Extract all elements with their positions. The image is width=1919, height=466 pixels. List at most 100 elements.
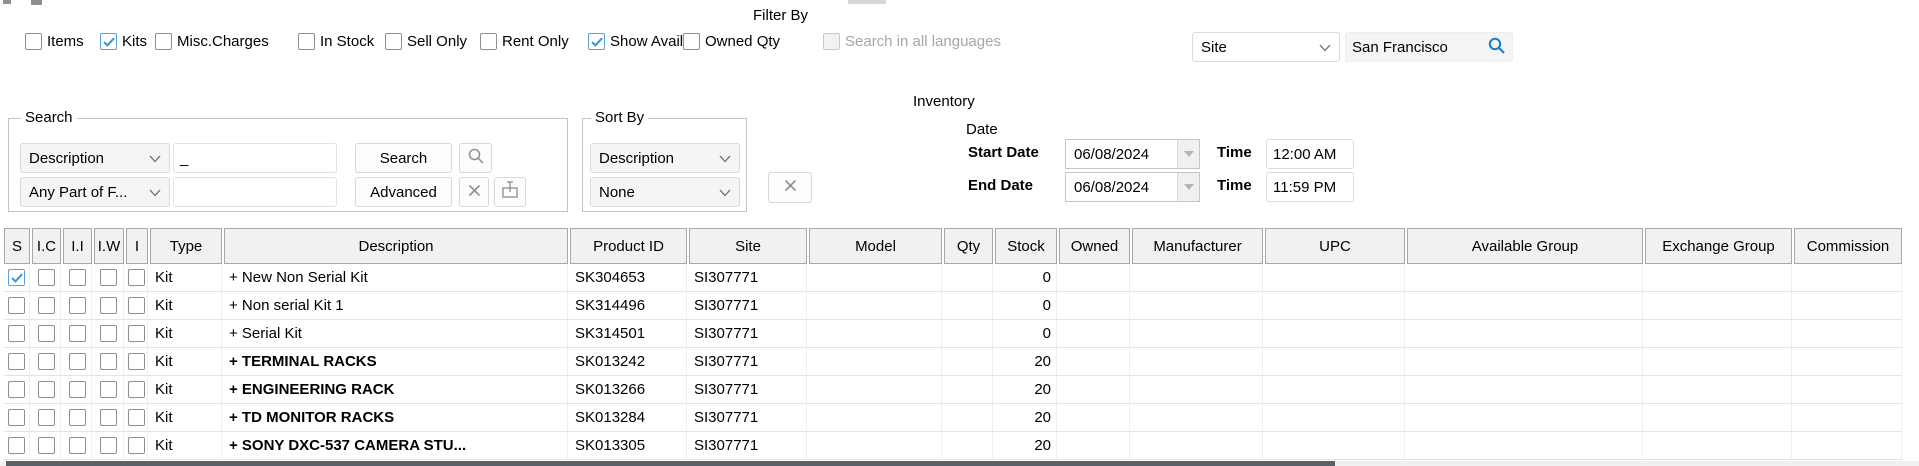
column-header-type[interactable]: Type bbox=[150, 228, 222, 264]
column-header-iw[interactable]: I.W bbox=[94, 228, 124, 264]
row-checkbox-iw[interactable] bbox=[100, 353, 117, 370]
row-checkbox-s[interactable] bbox=[8, 297, 25, 314]
column-header-exchange_group[interactable]: Exchange Group bbox=[1645, 228, 1792, 264]
column-header-model[interactable]: Model bbox=[809, 228, 942, 264]
row-checkbox-i[interactable] bbox=[128, 437, 145, 454]
row-checkbox-s[interactable] bbox=[8, 269, 25, 286]
row-checkbox-iw[interactable] bbox=[100, 297, 117, 314]
filter-option-owned-qty[interactable]: Owned Qty bbox=[683, 33, 780, 50]
search-field-dropdown[interactable]: Description bbox=[20, 143, 170, 173]
row-checkbox-i[interactable] bbox=[128, 409, 145, 426]
filter-option-sell-only[interactable]: Sell Only bbox=[385, 33, 467, 50]
checkbox-kits[interactable] bbox=[100, 33, 117, 50]
search-query2-input[interactable] bbox=[173, 177, 337, 207]
scan-button[interactable] bbox=[494, 177, 526, 207]
table-row[interactable]: Kit + TERMINAL RACKS SK013242 SI307771 20 bbox=[4, 348, 1902, 376]
column-header-s[interactable]: S bbox=[4, 228, 30, 264]
site-dropdown[interactable]: Site bbox=[1192, 32, 1340, 62]
checkbox-rent-only[interactable] bbox=[480, 33, 497, 50]
row-checkbox-ic[interactable] bbox=[37, 353, 55, 370]
checkbox-in-stock[interactable] bbox=[298, 33, 315, 50]
table-row[interactable]: Kit + New Non Serial Kit SK304653 SI307771 0 bbox=[4, 264, 1902, 292]
row-checkbox-iw[interactable] bbox=[100, 325, 117, 342]
search-query-input[interactable]: _ bbox=[173, 143, 337, 173]
site-search-field[interactable]: San Francisco bbox=[1345, 32, 1513, 62]
checkbox-misc-charges[interactable] bbox=[155, 33, 172, 50]
column-header-manufacturer[interactable]: Manufacturer bbox=[1132, 228, 1263, 264]
row-checkbox-s[interactable] bbox=[8, 437, 25, 454]
row-checkbox-ii[interactable] bbox=[68, 269, 86, 286]
search-icon-button[interactable] bbox=[459, 143, 492, 173]
filter-option-items[interactable]: Items bbox=[25, 33, 84, 50]
row-checkbox-iw[interactable] bbox=[100, 409, 117, 426]
table-row[interactable]: Kit + Serial Kit SK314501 SI307771 0 bbox=[4, 320, 1902, 348]
row-checkbox-ii[interactable] bbox=[68, 325, 86, 342]
row-checkbox-i[interactable] bbox=[128, 353, 145, 370]
scrollbar-thumb[interactable] bbox=[6, 461, 1335, 466]
row-checkbox-ii[interactable] bbox=[68, 353, 86, 370]
filter-option-in-stock[interactable]: In Stock bbox=[298, 33, 374, 50]
site-search-icon[interactable] bbox=[1487, 36, 1506, 59]
horizontal-scrollbar[interactable] bbox=[0, 461, 1919, 466]
column-header-commission[interactable]: Commission bbox=[1794, 228, 1902, 264]
sortby-secondary-dropdown[interactable]: None bbox=[590, 177, 740, 207]
column-header-ii[interactable]: I.I bbox=[63, 228, 92, 264]
row-checkbox-i[interactable] bbox=[128, 269, 145, 286]
column-header-available_group[interactable]: Available Group bbox=[1407, 228, 1643, 264]
dropdown-arrow-icon[interactable] bbox=[1177, 140, 1199, 168]
column-header-description[interactable]: Description bbox=[224, 228, 568, 264]
row-checkbox-ii[interactable] bbox=[68, 297, 86, 314]
filter-option-show-avail[interactable]: Show Avail bbox=[588, 33, 683, 50]
table-row[interactable]: Kit + ENGINEERING RACK SK013266 SI307771 20 bbox=[4, 376, 1902, 404]
advanced-button[interactable]: Advanced bbox=[355, 177, 452, 207]
clear-search-button[interactable] bbox=[459, 177, 489, 207]
row-checkbox-i[interactable] bbox=[128, 381, 145, 398]
start-date-picker[interactable]: 06/08/2024 bbox=[1065, 139, 1200, 169]
table-row[interactable]: Kit + Non serial Kit 1 SK314496 SI307771 0 bbox=[4, 292, 1902, 320]
row-checkbox-ic[interactable] bbox=[37, 269, 55, 286]
checkbox-owned-qty[interactable] bbox=[683, 33, 700, 50]
column-header-site[interactable]: Site bbox=[689, 228, 807, 264]
filter-option-misc-charges[interactable]: Misc.Charges bbox=[155, 33, 269, 50]
column-header-i[interactable]: I bbox=[126, 228, 148, 264]
row-checkbox-i[interactable] bbox=[128, 297, 145, 314]
end-date-picker[interactable]: 06/08/2024 bbox=[1065, 172, 1200, 202]
end-time-field[interactable]: 11:59 PM bbox=[1266, 172, 1354, 202]
row-checkbox-s[interactable] bbox=[8, 353, 25, 370]
filter-option-rent-only[interactable]: Rent Only bbox=[480, 33, 569, 50]
column-header-stock[interactable]: Stock bbox=[995, 228, 1057, 264]
row-checkbox-s[interactable] bbox=[8, 409, 25, 426]
start-time-field[interactable]: 12:00 AM bbox=[1266, 139, 1354, 169]
table-row[interactable]: Kit + SONY DXC-537 CAMERA STU... SK013305 S… bbox=[4, 432, 1902, 460]
table-row[interactable]: Kit + TD MONITOR RACKS SK013284 SI307771 20 bbox=[4, 404, 1902, 432]
column-header-qty[interactable]: Qty bbox=[944, 228, 993, 264]
row-checkbox-iw[interactable] bbox=[100, 269, 117, 286]
filter-option-search-in-all-languages[interactable]: Search in all languages bbox=[823, 33, 1001, 50]
row-checkbox-ic[interactable] bbox=[37, 297, 55, 314]
checkbox-show-avail[interactable] bbox=[588, 33, 605, 50]
column-header-owned[interactable]: Owned bbox=[1059, 228, 1130, 264]
column-header-upc[interactable]: UPC bbox=[1265, 228, 1405, 264]
row-checkbox-ic[interactable] bbox=[37, 325, 55, 342]
column-header-ic[interactable]: I.C bbox=[32, 228, 61, 264]
row-checkbox-i[interactable] bbox=[128, 325, 145, 342]
row-checkbox-ii[interactable] bbox=[68, 381, 86, 398]
row-checkbox-s[interactable] bbox=[8, 325, 25, 342]
row-checkbox-ii[interactable] bbox=[68, 409, 86, 426]
sortby-primary-dropdown[interactable]: Description bbox=[590, 143, 740, 173]
row-checkbox-ic[interactable] bbox=[37, 437, 55, 454]
row-checkbox-ic[interactable] bbox=[37, 409, 55, 426]
checkbox-sell-only[interactable] bbox=[385, 33, 402, 50]
row-checkbox-iw[interactable] bbox=[100, 437, 117, 454]
filter-option-kits[interactable]: Kits bbox=[100, 33, 147, 50]
row-checkbox-ic[interactable] bbox=[37, 381, 55, 398]
row-checkbox-ii[interactable] bbox=[68, 437, 86, 454]
checkbox-items[interactable] bbox=[25, 33, 42, 50]
dropdown-arrow-icon[interactable] bbox=[1177, 173, 1199, 201]
search-button[interactable]: Search bbox=[355, 143, 452, 173]
search-match-dropdown[interactable]: Any Part of F... bbox=[20, 177, 170, 207]
row-checkbox-s[interactable] bbox=[8, 381, 25, 398]
row-checkbox-iw[interactable] bbox=[100, 381, 117, 398]
clear-sort-button[interactable] bbox=[768, 172, 812, 203]
column-header-product_id[interactable]: Product ID bbox=[570, 228, 687, 264]
